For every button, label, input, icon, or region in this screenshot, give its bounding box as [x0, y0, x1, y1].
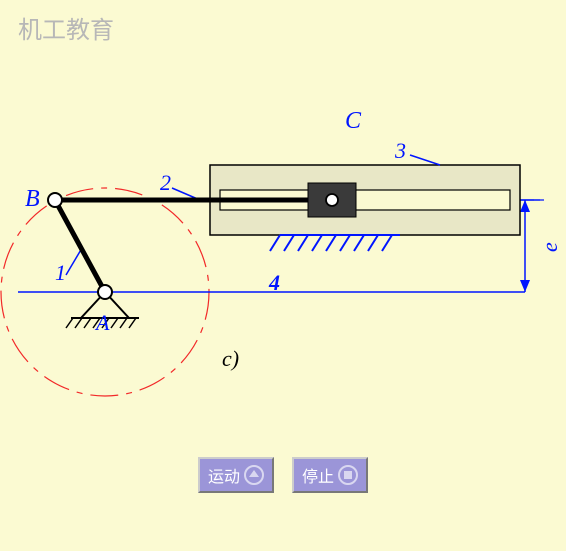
run-button-label: 运动 [208, 463, 240, 487]
stop-button[interactable]: 停止 [292, 457, 368, 493]
label-1: 1 [55, 260, 66, 286]
label-A: A [96, 310, 109, 336]
label-C: C [345, 108, 361, 135]
label-4: 4 [269, 270, 280, 296]
button-row: 运动 停止 [0, 457, 566, 493]
label-e: e [537, 242, 563, 252]
diagram-canvas: 机工教育 A B C 1 2 3 4 e c) 运动 停止 [0, 0, 566, 551]
label-2: 2 [160, 170, 171, 196]
run-button[interactable]: 运动 [198, 457, 274, 493]
label-3: 3 [395, 138, 406, 164]
label-fig: c) [222, 346, 239, 372]
label-B: B [25, 186, 40, 213]
up-arrow-icon [244, 465, 264, 485]
stop-button-label: 停止 [302, 463, 334, 487]
stop-icon [338, 465, 358, 485]
